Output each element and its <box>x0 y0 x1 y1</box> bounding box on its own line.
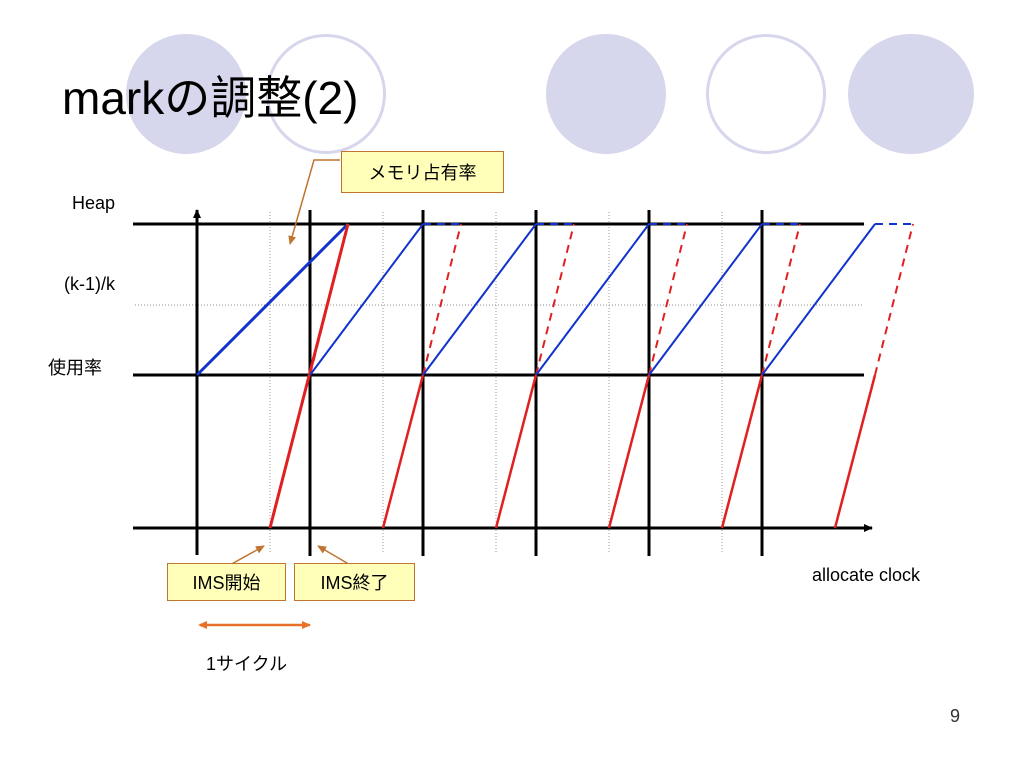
marking-line-projection <box>874 223 914 376</box>
cycle-lines <box>195 210 914 556</box>
marking-line-projection <box>535 223 575 376</box>
marking-line-projection <box>422 223 462 376</box>
decor-circle <box>848 34 974 154</box>
page-number: 9 <box>950 706 961 726</box>
marking-line <box>494 374 538 529</box>
usage-label: 使用率 <box>48 358 102 378</box>
decor-circle <box>706 34 826 154</box>
ims-end-pointer <box>317 545 353 567</box>
occupancy-line <box>422 223 537 376</box>
occupancy-line <box>195 222 350 377</box>
decor-circle <box>266 34 386 154</box>
marking-line <box>381 374 425 529</box>
heap-label: Heap <box>72 193 116 213</box>
decor-circle <box>126 34 246 154</box>
occupancy-line <box>648 223 763 376</box>
x-axis-label: allocate clock <box>812 565 921 585</box>
slide-title: markの調整(2) <box>62 72 359 124</box>
memory-occupancy-callout: メモリ占有率 <box>341 151 504 193</box>
marking-line-projection <box>761 223 801 376</box>
threshold-label: (k-1)/k <box>64 274 115 294</box>
marking-line <box>607 374 651 529</box>
marking-line <box>720 374 764 529</box>
marking-line-projection <box>309 223 349 376</box>
cycle-label: 1サイクル <box>206 654 288 674</box>
occupancy-line <box>309 223 424 376</box>
occupancy-line <box>761 223 876 376</box>
marking-line-projection <box>648 223 688 376</box>
ims-start-callout: IMS開始 <box>167 563 286 601</box>
ims-start-pointer <box>227 545 265 567</box>
occupancy-line <box>535 223 650 376</box>
ims-end-callout: IMS終了 <box>294 563 415 601</box>
marking-line <box>833 374 877 529</box>
decor-circle <box>546 34 666 154</box>
memory-occupancy-pointer <box>288 159 340 245</box>
